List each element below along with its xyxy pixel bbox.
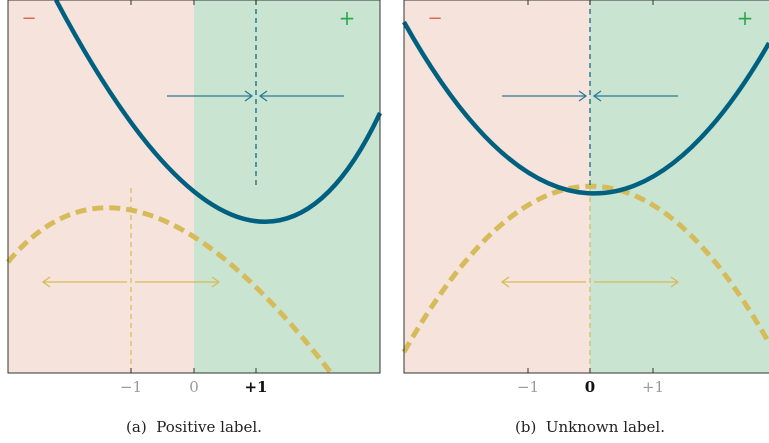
panel-a-positive-sign: +	[339, 6, 356, 30]
panel-a-tick-label-neg1: −1	[120, 378, 142, 396]
panel-b-tick-label-neg1: −1	[517, 378, 539, 396]
panel-a-caption: (a) Positive label.	[126, 418, 262, 436]
panel-b-negative-sign: −	[427, 8, 442, 29]
panel-a-solid-curve	[54, 0, 383, 224]
panel-a-left-inward-arrowhead	[244, 90, 254, 102]
panel-a-negative-region	[8, 0, 194, 373]
panel-a-right-outward-arrowhead	[211, 276, 221, 288]
panel-b-right-outward-arrowhead	[670, 276, 680, 288]
panel-a-right-inward-arrowhead	[258, 90, 268, 102]
panel-a-left-outward-arrowhead	[41, 276, 51, 288]
panel-b-right-inward-arrowhead	[592, 90, 602, 102]
panel-a: − + −1 0 +1 (a) Positive label.	[6, 0, 383, 436]
panel-a-tick-label-pos1: +1	[244, 378, 267, 396]
panel-b-dashed-curve	[401, 183, 769, 354]
panel-b-caption: (b) Unknown label.	[515, 418, 665, 436]
panel-b-solid-curve	[402, 20, 769, 196]
panel-b-tick-label-pos1: +1	[642, 378, 664, 396]
panel-b-tick-label-0: 0	[585, 378, 595, 396]
panel-b-left-outward-arrowhead	[500, 276, 510, 288]
panel-b-positive-sign: +	[737, 6, 754, 30]
panel-a-dashed-curve	[6, 205, 333, 375]
panel-a-positive-region	[194, 0, 380, 373]
panel-a-tick-label-0: 0	[189, 378, 199, 396]
panel-a-negative-sign: −	[21, 8, 36, 29]
panel-b-left-inward-arrowhead	[578, 90, 588, 102]
panel-b: − + −1 0 +1 (b) Unknown label.	[401, 0, 769, 436]
panel-b-positive-region	[590, 0, 769, 373]
